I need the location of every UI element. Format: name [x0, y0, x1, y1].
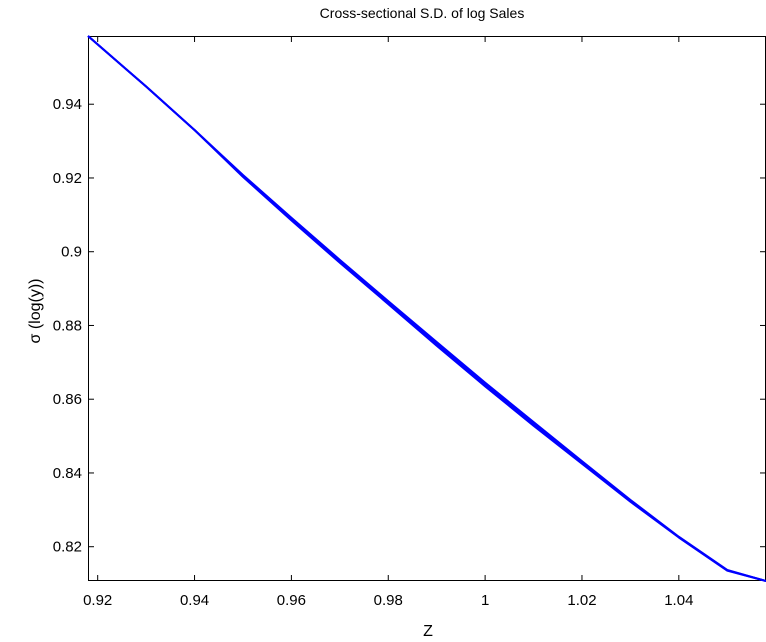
x-tick-label-2: 0.94: [180, 592, 209, 609]
y-axis-label: σ (log(y)): [27, 279, 44, 344]
plot-area: 0.92 0.94 0.96 0.98 1 1.02 1.04 0.820.840.860.…: [53, 35, 766, 609]
series-line-2: [87, 35, 766, 582]
x-tick-label-7: 1.04: [664, 592, 693, 609]
y-tick-label-4: 0.88: [53, 317, 82, 334]
x-tick-label-1: 0.92: [83, 592, 112, 609]
series-line-1: [87, 35, 766, 582]
y-tick-label-7: 0.94: [53, 96, 82, 113]
y-tick-label-3: 0.86: [53, 391, 82, 408]
series-line-3: [87, 35, 766, 582]
y-tick-label-5: 0.9: [61, 244, 82, 261]
x-tick-label-4: 0.98: [374, 592, 403, 609]
plot-frame: [88, 36, 766, 581]
y-tick-label-1: 0.82: [53, 539, 82, 556]
series-group: [87, 35, 766, 582]
x-tick-label-3: 0.96: [277, 592, 306, 609]
chart-title: Cross-sectional S.D. of log Sales: [320, 5, 525, 21]
y-tick-label-6: 0.92: [53, 170, 82, 187]
x-axis-ticks: 0.92 0.94 0.96 0.98 1 1.02 1.04: [83, 36, 693, 609]
x-tick-label-5: 1: [481, 592, 489, 609]
y-axis-ticks: 0.82 0.84 0.86 0.88 0.9 0.92 0.94: [53, 96, 766, 556]
y-tick-label-2: 0.84: [53, 465, 82, 482]
x-axis-label: Z: [423, 623, 433, 640]
x-tick-label-6: 1.02: [567, 592, 596, 609]
